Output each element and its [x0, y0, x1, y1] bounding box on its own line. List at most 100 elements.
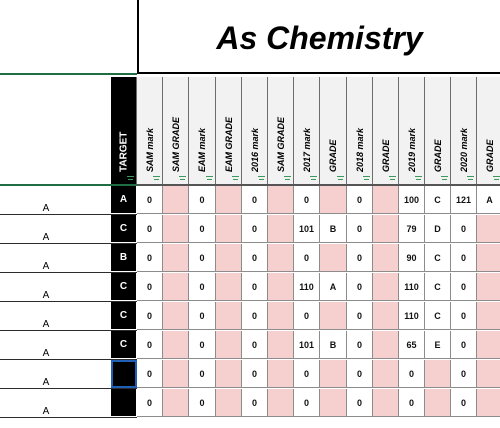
- grid-cell[interactable]: 0: [347, 331, 373, 359]
- grid-cell[interactable]: [373, 360, 399, 388]
- filter-icon[interactable]: [232, 176, 239, 182]
- grid-cell[interactable]: [320, 244, 347, 272]
- grid-cell[interactable]: 0: [242, 360, 268, 388]
- grid-cell[interactable]: 0: [189, 273, 216, 301]
- target-cell[interactable]: [111, 389, 137, 417]
- grid-cell[interactable]: 0: [451, 215, 477, 243]
- grid-cell[interactable]: 0: [242, 244, 268, 272]
- column-header-1[interactable]: SAM mark: [137, 77, 163, 184]
- grid-cell[interactable]: 0: [189, 302, 216, 330]
- column-header-0[interactable]: TARGET: [111, 77, 137, 184]
- grid-cell[interactable]: [268, 389, 294, 417]
- left-cell[interactable]: A: [42, 377, 50, 388]
- left-cell[interactable]: A: [42, 290, 50, 301]
- filter-icon[interactable]: [493, 176, 500, 182]
- column-header-8[interactable]: GRADE: [320, 77, 347, 184]
- grid-cell[interactable]: [268, 360, 294, 388]
- grid-cell[interactable]: 110: [399, 273, 425, 301]
- grid-cell[interactable]: 0: [347, 360, 373, 388]
- grid-cell[interactable]: 0: [347, 215, 373, 243]
- grid-cell[interactable]: 0: [451, 244, 477, 272]
- column-header-6[interactable]: SAM GRADE: [268, 77, 294, 184]
- grid-cell[interactable]: [216, 215, 242, 243]
- grid-cell[interactable]: [216, 273, 242, 301]
- grid-cell[interactable]: [320, 186, 347, 214]
- grid-cell[interactable]: 0: [451, 302, 477, 330]
- grid-cell[interactable]: 0: [189, 215, 216, 243]
- grid-cell[interactable]: 101: [294, 215, 320, 243]
- grid-cell[interactable]: 0: [189, 331, 216, 359]
- grid-cell[interactable]: 0: [294, 244, 320, 272]
- grid-cell[interactable]: [163, 360, 189, 388]
- grid-cell[interactable]: 121: [451, 186, 477, 214]
- grid-cell[interactable]: 0: [347, 244, 373, 272]
- target-cell[interactable]: [111, 360, 137, 388]
- grid-cell[interactable]: 110: [294, 273, 320, 301]
- grid-cell[interactable]: 0: [347, 273, 373, 301]
- grid-cell[interactable]: A: [477, 186, 500, 214]
- filter-icon[interactable]: [153, 176, 160, 182]
- grid-cell[interactable]: [373, 244, 399, 272]
- grid-cell[interactable]: 0: [347, 389, 373, 417]
- grid-cell[interactable]: 0: [242, 215, 268, 243]
- filter-icon[interactable]: [415, 176, 422, 182]
- filter-icon[interactable]: [127, 176, 134, 182]
- grid-cell[interactable]: [216, 244, 242, 272]
- grid-cell[interactable]: 0: [294, 389, 320, 417]
- grid-cell[interactable]: 0: [242, 389, 268, 417]
- grid-cell[interactable]: 0: [137, 360, 163, 388]
- grid-cell[interactable]: 0: [451, 389, 477, 417]
- grid-cell[interactable]: [477, 389, 500, 417]
- filter-icon[interactable]: [467, 176, 474, 182]
- grid-cell[interactable]: B: [320, 215, 347, 243]
- grid-cell[interactable]: 0: [451, 273, 477, 301]
- grid-cell[interactable]: [216, 186, 242, 214]
- filter-icon[interactable]: [206, 176, 213, 182]
- left-cell[interactable]: A: [42, 203, 50, 214]
- grid-cell[interactable]: [477, 244, 500, 272]
- left-cell[interactable]: A: [42, 261, 50, 272]
- grid-cell[interactable]: 0: [137, 331, 163, 359]
- grid-cell[interactable]: 101: [294, 331, 320, 359]
- grid-cell[interactable]: [163, 302, 189, 330]
- grid-cell[interactable]: [373, 389, 399, 417]
- grid-cell[interactable]: [268, 273, 294, 301]
- grid-cell[interactable]: B: [320, 331, 347, 359]
- grid-cell[interactable]: [163, 331, 189, 359]
- grid-cell[interactable]: 0: [189, 186, 216, 214]
- grid-cell[interactable]: 0: [242, 302, 268, 330]
- column-header-10[interactable]: GRADE: [373, 77, 399, 184]
- filter-icon[interactable]: [179, 176, 186, 182]
- grid-cell[interactable]: [373, 186, 399, 214]
- filter-icon[interactable]: [389, 176, 396, 182]
- grid-cell[interactable]: 0: [242, 273, 268, 301]
- grid-cell[interactable]: 0: [189, 360, 216, 388]
- grid-cell[interactable]: C: [425, 186, 451, 214]
- grid-cell[interactable]: [268, 186, 294, 214]
- grid-cell[interactable]: [425, 389, 451, 417]
- grid-cell[interactable]: [320, 302, 347, 330]
- grid-cell[interactable]: [216, 331, 242, 359]
- grid-cell[interactable]: 110: [399, 302, 425, 330]
- target-cell[interactable]: C: [111, 215, 137, 243]
- grid-cell[interactable]: [268, 215, 294, 243]
- column-header-13[interactable]: 2020 mark: [451, 77, 477, 184]
- grid-cell[interactable]: 0: [137, 302, 163, 330]
- grid-cell[interactable]: [320, 389, 347, 417]
- left-cell[interactable]: A: [42, 319, 50, 330]
- grid-cell[interactable]: [477, 331, 500, 359]
- column-header-2[interactable]: SAM GRADE: [163, 77, 189, 184]
- grid-cell[interactable]: 100: [399, 186, 425, 214]
- filter-icon[interactable]: [337, 176, 344, 182]
- grid-cell[interactable]: 0: [137, 273, 163, 301]
- grid-cell[interactable]: [373, 302, 399, 330]
- grid-cell[interactable]: 0: [347, 186, 373, 214]
- target-cell[interactable]: B: [111, 244, 137, 272]
- grid-cell[interactable]: 0: [451, 331, 477, 359]
- target-cell[interactable]: C: [111, 302, 137, 330]
- grid-cell[interactable]: 79: [399, 215, 425, 243]
- grid-cell[interactable]: [268, 302, 294, 330]
- grid-cell[interactable]: 0: [137, 244, 163, 272]
- column-header-12[interactable]: GRADE: [425, 77, 451, 184]
- grid-cell[interactable]: 0: [294, 186, 320, 214]
